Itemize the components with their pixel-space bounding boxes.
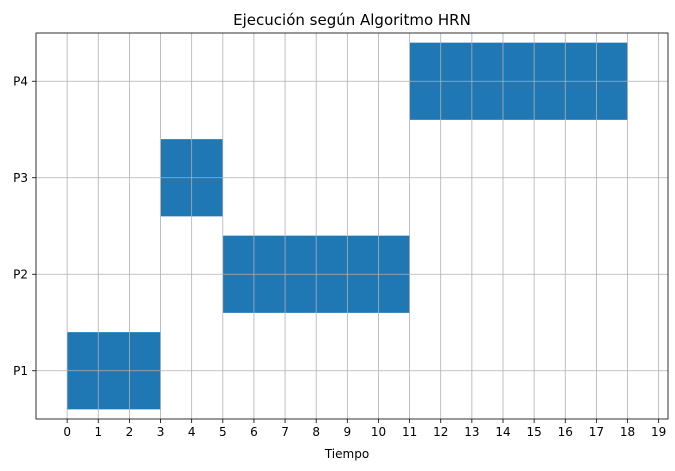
x-tick-label: 3: [157, 425, 165, 439]
x-tick-label: 14: [495, 425, 510, 439]
y-tick-label: P1: [13, 364, 28, 378]
x-tick-label: 19: [651, 425, 666, 439]
plot-frame: [35, 32, 669, 420]
x-tick-label: 0: [63, 425, 71, 439]
x-tick-label: 16: [558, 425, 573, 439]
x-tick-label: 9: [344, 425, 352, 439]
x-tick-label: 11: [402, 425, 417, 439]
y-tick-label: P4: [13, 74, 28, 88]
x-axis-label: Tiempo: [324, 447, 369, 461]
x-tick-label: 6: [250, 425, 258, 439]
x-tick-label: 8: [312, 425, 320, 439]
x-tick-label: 18: [620, 425, 635, 439]
x-tick-label: 5: [219, 425, 227, 439]
x-tick-label: 12: [433, 425, 448, 439]
grid: [36, 33, 668, 419]
x-tick-label: 2: [126, 425, 134, 439]
chart-title: Ejecución según Algoritmo HRN: [233, 11, 471, 29]
x-tick-label: 7: [281, 425, 289, 439]
x-tick-label: 17: [589, 425, 604, 439]
y-tick-label: P2: [13, 267, 28, 281]
x-tick-label: 15: [526, 425, 541, 439]
x-tick-label: 4: [188, 425, 196, 439]
x-tick-label: 13: [464, 425, 479, 439]
x-tick-label: 10: [371, 425, 386, 439]
x-tick-label: 1: [94, 425, 102, 439]
y-tick-label: P3: [13, 171, 28, 185]
